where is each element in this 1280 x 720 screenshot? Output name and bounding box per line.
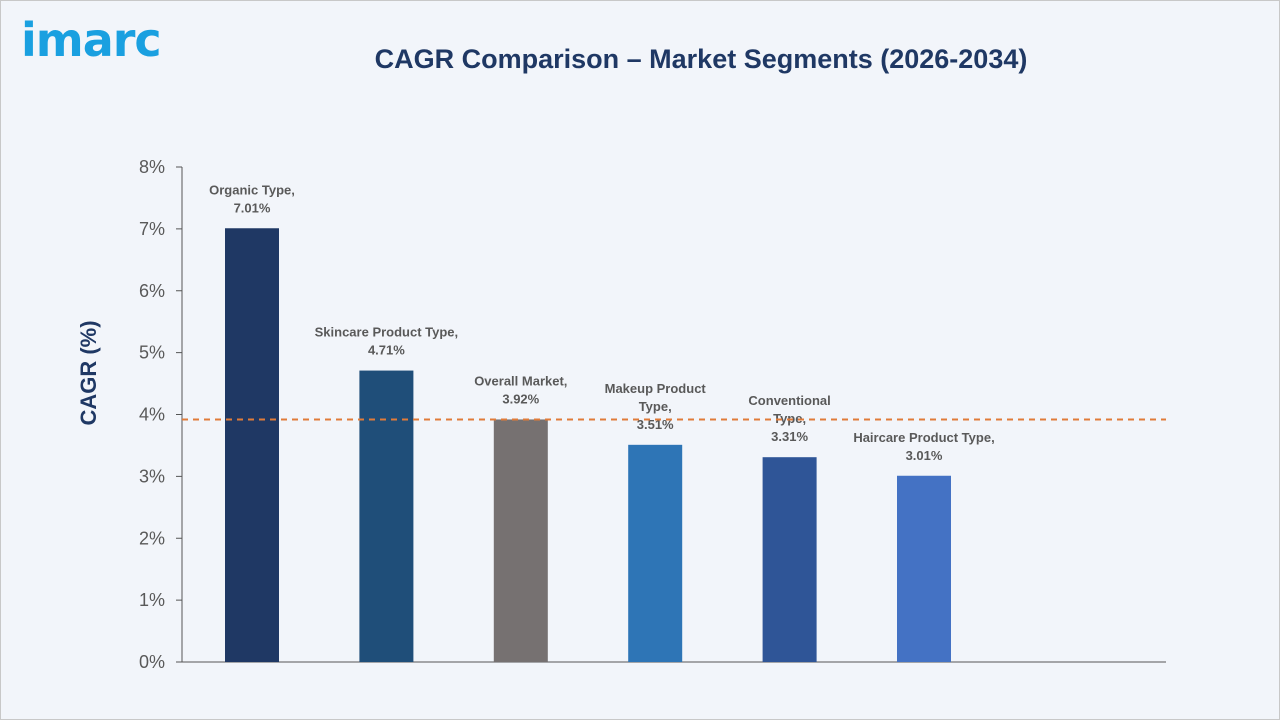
data-label-3: Makeup Product Type, 3.51% [605,381,707,432]
bar-3 [628,444,683,662]
y-tick-label: 5% [139,343,165,363]
bar-2 [493,419,548,662]
data-label-0: Organic Type, 7.01% [209,182,295,215]
imarc-logo: imarc [21,13,162,67]
y-tick-label: 7% [139,219,165,239]
data-label-1: Skincare Product Type, 4.71% [315,325,459,358]
data-label-5: Haircare Product Type, 3.01% [853,430,994,463]
y-tick-label: 0% [139,652,165,672]
bar-1 [359,370,414,662]
y-tick-label: 1% [139,590,165,610]
y-tick-label: 4% [139,405,165,425]
bar-0 [225,228,279,662]
y-tick-label: 2% [139,528,165,548]
bar-4 [762,457,817,662]
y-tick-label: 3% [139,466,165,486]
data-label-2: Overall Market, 3.92% [474,373,567,406]
y-tick-label: 8% [139,157,165,177]
y-tick-label: 6% [139,281,165,301]
bar-5 [897,475,951,662]
chart-title: CAGR Comparison – Market Segments (2026-… [374,44,1028,74]
